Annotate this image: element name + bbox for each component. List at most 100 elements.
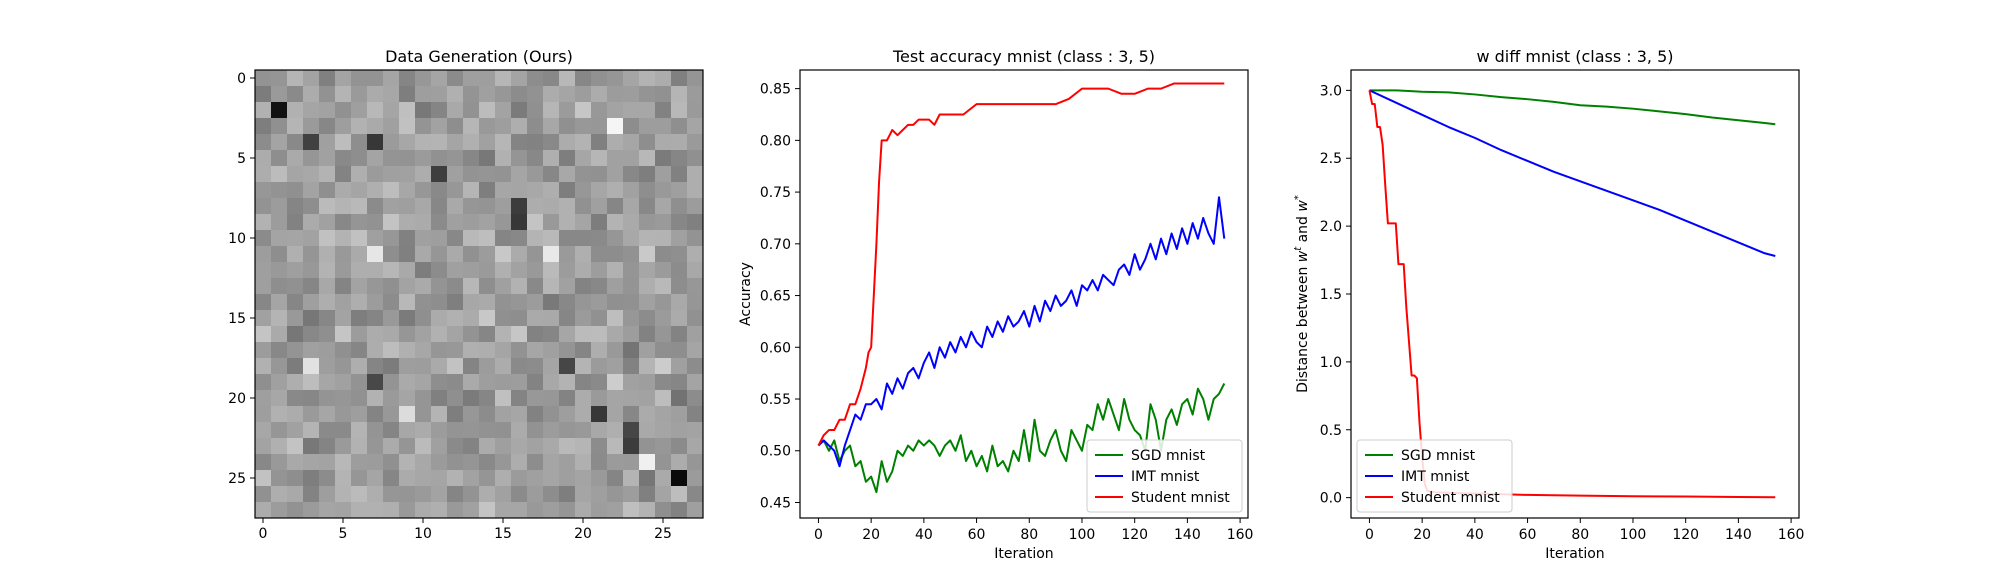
heatmap-cell — [559, 70, 576, 87]
x-tick-label: 140 — [1174, 527, 1201, 543]
heatmap-cell — [351, 246, 368, 263]
heatmap-cell — [255, 230, 272, 247]
heatmap-cell — [351, 454, 368, 471]
heatmap-cell — [559, 390, 576, 407]
heatmap-cell — [335, 422, 352, 439]
heatmap-cell — [367, 262, 384, 279]
heatmap-cell — [575, 214, 592, 231]
heatmap-cell — [575, 438, 592, 455]
heatmap-cell — [495, 310, 512, 327]
y-tick-label: 2.0 — [1320, 219, 1342, 235]
heatmap-cell — [399, 86, 416, 103]
heatmap-cell — [559, 214, 576, 231]
heatmap-cell — [687, 86, 704, 103]
heatmap-cell — [655, 262, 672, 279]
series-line — [1369, 89, 1776, 126]
heatmap-cell — [303, 374, 320, 391]
heatmap-cell — [575, 326, 592, 343]
heatmap-cell — [671, 326, 688, 343]
heatmap-cell — [607, 262, 624, 279]
heatmap-cell — [335, 230, 352, 247]
heatmap-cell — [559, 454, 576, 471]
heatmap-cell — [671, 182, 688, 199]
heatmap-cell — [271, 246, 288, 263]
heatmap-cell — [511, 454, 528, 471]
heatmap-cell — [415, 454, 432, 471]
heatmap-cell — [447, 86, 464, 103]
accuracy-ticks: 0 20 40 60 80 100 120 140 160 0.45 0.50 0.55 0.60 0.6… — [760, 82, 1254, 543]
wdiff-legend: SGD mnist IMT mnist Student mnist — [1356, 439, 1513, 513]
heatmap-cell — [287, 134, 304, 151]
heatmap-panel: Data Generation (Ours) 0 5 10 15 20 25 0 5 10 15 2… — [228, 47, 704, 542]
heatmap-cell — [463, 326, 480, 343]
heatmap-cell — [319, 86, 336, 103]
heatmap-cell — [623, 246, 640, 263]
heatmap-cell — [415, 278, 432, 295]
heatmap-cell — [511, 198, 528, 215]
heatmap-cell — [319, 102, 336, 119]
heatmap-cell — [527, 118, 544, 135]
heatmap-cell — [607, 118, 624, 135]
heatmap-cell — [319, 182, 336, 199]
heatmap-cell — [479, 182, 496, 199]
heatmap-cell — [479, 278, 496, 295]
heatmap-cell — [319, 198, 336, 215]
heatmap-cell — [447, 166, 464, 183]
accuracy-legend: SGD mnist IMT mnist Student mnist — [1086, 439, 1243, 513]
heatmap-cell — [655, 502, 672, 519]
heatmap-cell — [287, 422, 304, 439]
heatmap-cell — [383, 166, 400, 183]
heatmap-cell — [607, 86, 624, 103]
x-tick-label: 25 — [654, 526, 672, 542]
heatmap-cell — [479, 198, 496, 215]
heatmap-cell — [463, 70, 480, 87]
heatmap-cell — [255, 454, 272, 471]
heatmap-cell — [575, 182, 592, 199]
heatmap-cell — [287, 358, 304, 375]
heatmap-cell — [479, 438, 496, 455]
heatmap-cell — [639, 422, 656, 439]
legend-label: SGD mnist — [1401, 448, 1476, 464]
heatmap-cell — [639, 198, 656, 215]
heatmap-cell — [511, 326, 528, 343]
heatmap-cell — [495, 134, 512, 151]
heatmap-cell — [543, 214, 560, 231]
legend-box — [1086, 439, 1243, 513]
heatmap-cell — [319, 70, 336, 87]
accuracy-ylabel: Accuracy — [738, 262, 754, 326]
heatmap-cell — [351, 294, 368, 311]
y-tick-label: 0.75 — [760, 185, 791, 201]
heatmap-cell — [671, 246, 688, 263]
heatmap-cell — [495, 342, 512, 359]
heatmap-title: Data Generation (Ours) — [385, 47, 573, 66]
heatmap-cell — [607, 358, 624, 375]
heatmap-cell — [655, 230, 672, 247]
heatmap-cell — [351, 326, 368, 343]
heatmap-cell — [431, 134, 448, 151]
heatmap-cell — [271, 342, 288, 359]
heatmap-cell — [383, 342, 400, 359]
heatmap-cell — [303, 486, 320, 503]
heatmap-cell — [399, 358, 416, 375]
x-tick-label: 20 — [574, 526, 592, 542]
heatmap-cell — [543, 486, 560, 503]
heatmap-cell — [255, 438, 272, 455]
heatmap-cell — [367, 166, 384, 183]
heatmap-cell — [431, 150, 448, 167]
heatmap-cell — [303, 454, 320, 471]
heatmap-cell — [271, 70, 288, 87]
heatmap-cell — [431, 470, 448, 487]
heatmap-cell — [639, 502, 656, 519]
heatmap-cell — [671, 294, 688, 311]
heatmap-cell — [447, 230, 464, 247]
heatmap-cell — [351, 470, 368, 487]
heatmap-cell — [671, 262, 688, 279]
heatmap-cell — [591, 438, 608, 455]
heatmap-cell — [623, 470, 640, 487]
heatmap-cell — [495, 294, 512, 311]
heatmap-cell — [591, 214, 608, 231]
heatmap-cell — [319, 246, 336, 263]
heatmap-cell — [623, 102, 640, 119]
heatmap-cell — [255, 278, 272, 295]
x-tick-label: 20 — [1413, 527, 1431, 543]
